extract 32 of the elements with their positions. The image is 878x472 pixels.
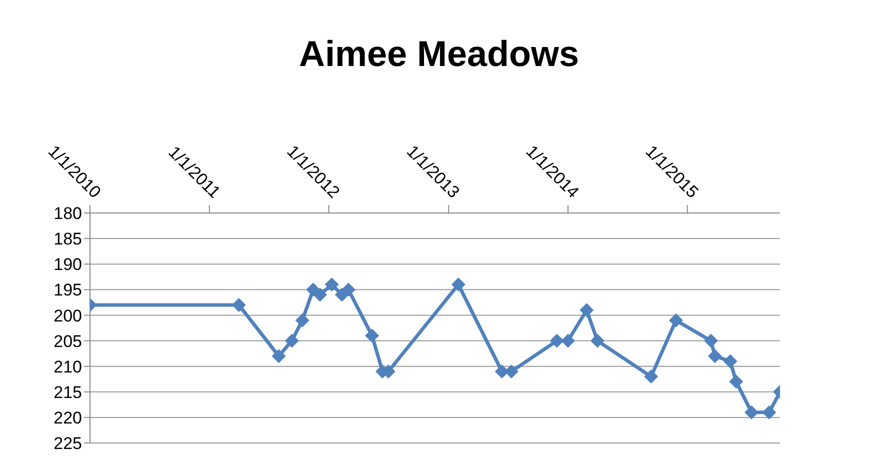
point (341, 282, 356, 297)
y-tick-label: 180 (54, 204, 82, 224)
point (560, 334, 575, 348)
y-tick-label: 210 (54, 357, 82, 376)
point (590, 334, 604, 348)
point (232, 298, 246, 312)
point (762, 405, 776, 420)
point (313, 288, 327, 302)
y-tick-label: 225 (54, 434, 82, 454)
y-tick-label: 190 (54, 255, 82, 274)
point (550, 334, 564, 348)
point (365, 328, 380, 343)
point (324, 278, 339, 292)
y-tick-label: 220 (54, 408, 82, 428)
chart-title: Aimee Meadows (298, 33, 580, 75)
point (723, 354, 738, 368)
y-tick-label: 215 (54, 382, 82, 402)
point (729, 374, 744, 389)
point (272, 349, 286, 364)
point (668, 313, 683, 328)
point (451, 278, 466, 292)
point (580, 303, 594, 318)
y-tick-label: 185 (54, 230, 82, 249)
y-tick-label: 205 (54, 332, 82, 351)
point (295, 313, 310, 328)
y-tick-label: 200 (54, 306, 82, 326)
point (644, 370, 658, 384)
y-tick-label: 195 (54, 280, 82, 300)
point (708, 349, 722, 364)
point (704, 334, 718, 348)
point (744, 405, 759, 420)
point (284, 334, 299, 348)
